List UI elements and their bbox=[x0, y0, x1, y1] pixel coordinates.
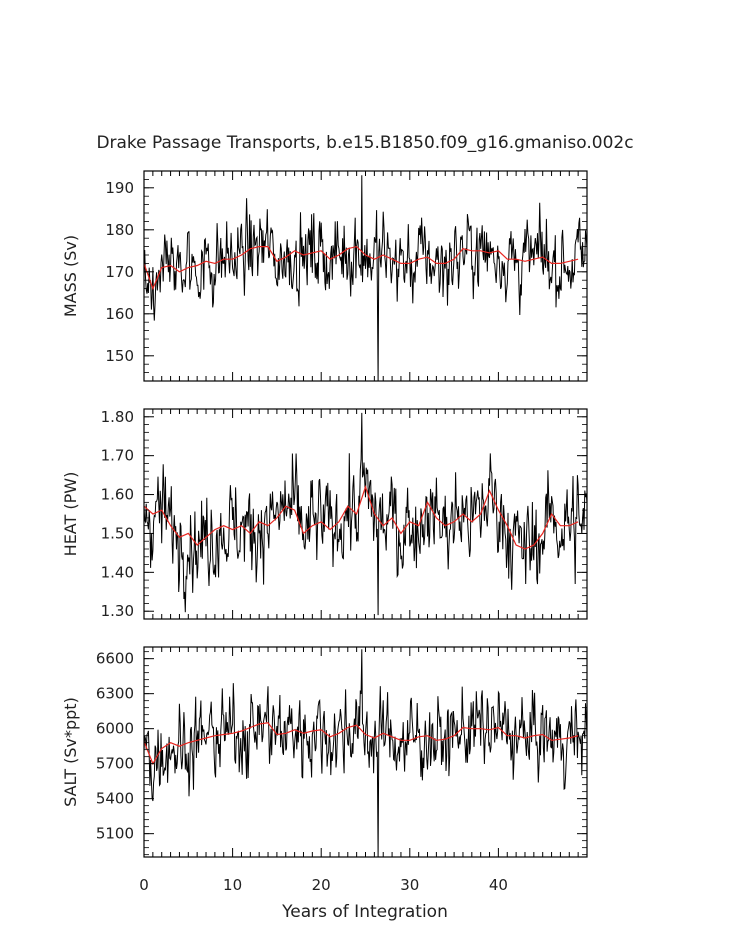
mass-y-tick-label: 170 bbox=[105, 263, 134, 281]
heat-y-tick-label: 1.50 bbox=[101, 524, 134, 542]
x-tick-label: 30 bbox=[400, 876, 419, 894]
heat-y-tick-label: 1.80 bbox=[101, 408, 134, 426]
salt-y-tick-label: 5700 bbox=[96, 755, 134, 773]
salt-plot-frame bbox=[143, 646, 588, 858]
x-tick-label: 20 bbox=[312, 876, 331, 894]
salt-y-tick-label: 5400 bbox=[96, 790, 134, 808]
heat-raw-series-line bbox=[143, 412, 588, 616]
salt-smoothed-series-line bbox=[143, 722, 579, 766]
heat-y-tick-label: 1.60 bbox=[101, 486, 134, 504]
mass-y-tick-label: 160 bbox=[105, 305, 134, 323]
chart-title: Drake Passage Transports, b.e15.B1850.f0… bbox=[96, 133, 633, 153]
heat-y-tick-label: 1.40 bbox=[101, 563, 134, 581]
salt-y-tick-label: 5100 bbox=[96, 825, 134, 843]
heat-y-axis-label: HEAT (PW) bbox=[61, 472, 80, 557]
salt-y-tick-label: 6300 bbox=[96, 685, 134, 703]
panels: 150 160 170 180 190 MASS (Sv) 1.30 1.40 1.50 1.60… bbox=[61, 170, 588, 894]
mass-smoothed-series-line bbox=[143, 245, 579, 291]
panel-heat: 1.30 1.40 1.50 1.60 1.70 1.80 HEAT (PW) bbox=[61, 408, 588, 620]
heat-smoothed-series-line bbox=[143, 484, 579, 550]
x-tick-label: 10 bbox=[223, 876, 242, 894]
x-tick-label: 40 bbox=[489, 876, 508, 894]
x-axis-label: Years of Integration bbox=[281, 902, 448, 922]
salt-raw-series-line bbox=[143, 649, 588, 858]
mass-y-tick-label: 180 bbox=[105, 221, 134, 239]
salt-y-tick-label: 6000 bbox=[96, 720, 134, 738]
mass-y-tick-label: 190 bbox=[105, 179, 134, 197]
salt-y-tick-label: 6600 bbox=[96, 650, 134, 668]
x-tick-label: 0 bbox=[139, 876, 149, 894]
heat-plot-frame bbox=[143, 408, 588, 620]
heat-y-tick-label: 1.70 bbox=[101, 447, 134, 465]
salt-y-axis-label: SALT (Sv*ppt) bbox=[61, 697, 80, 807]
mass-y-axis-label: MASS (Sv) bbox=[61, 235, 80, 317]
mass-y-tick-label: 150 bbox=[105, 347, 134, 365]
heat-y-tick-label: 1.30 bbox=[101, 602, 134, 620]
panel-salt: 0 10 20 30 40 5100 5400 5700 6000 6300 6600 SALT (S… bbox=[61, 646, 588, 894]
panel-mass: 150 160 170 180 190 MASS (Sv) bbox=[61, 170, 588, 382]
mass-raw-series-line bbox=[143, 175, 588, 382]
